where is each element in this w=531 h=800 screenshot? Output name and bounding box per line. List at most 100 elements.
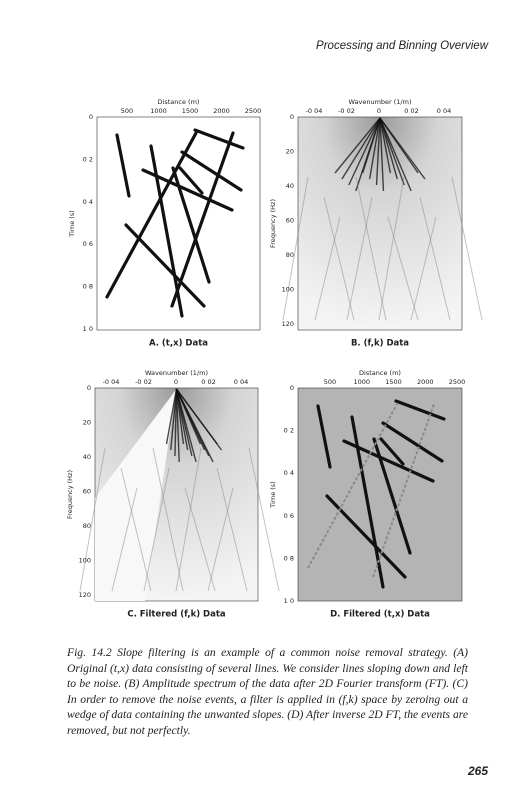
left-tick-label: 80: [286, 251, 294, 259]
fan-line: [170, 388, 178, 451]
left-tick-label: 0: [89, 113, 93, 121]
left-tick-label: 0 6: [83, 240, 93, 248]
left-tick-label: 40: [83, 453, 91, 461]
left-axis-label: Time (s): [269, 481, 277, 508]
left-tick-label: 0: [87, 384, 91, 392]
panel-caption: C. Filtered (f,k) Data: [127, 610, 226, 620]
top-tick-label: 2500: [245, 107, 262, 115]
fan-line: [348, 117, 381, 186]
top-tick-label: 0 02: [404, 107, 418, 115]
faint-line: [184, 487, 216, 592]
event-line: [379, 437, 405, 466]
event-line: [124, 223, 206, 308]
panel: Distance (m) 500 1000 1500 2000 2500 0 0 2 0 4 0 …: [68, 98, 261, 349]
fan-line: [362, 117, 381, 174]
left-tick-label: 0 8: [83, 283, 93, 291]
left-tick-label: 20: [286, 148, 294, 156]
fan-line: [175, 388, 223, 451]
fan-line: [379, 117, 398, 180]
left-axis-label: Time (s): [68, 210, 76, 237]
top-tick-label: -0 04: [103, 378, 120, 386]
faint-line: [387, 216, 419, 321]
event-line: [178, 166, 204, 195]
event-line: [316, 404, 332, 469]
left-tick-label: 0: [290, 384, 294, 392]
residual: [372, 403, 435, 578]
event-line: [115, 133, 131, 198]
left-axis-label: Frequency (Hz): [269, 199, 277, 248]
running-title: Processing and Binning Overview: [316, 40, 488, 52]
panel-caption: D. Filtered (t,x) Data: [330, 610, 430, 620]
left-tick-label: 20: [83, 419, 91, 427]
left-tick-label: 0: [290, 113, 294, 121]
left-tick-label: 0 4: [83, 198, 93, 206]
fan-line: [379, 117, 412, 192]
plot-area: [297, 116, 463, 331]
faint-line: [282, 176, 309, 321]
left-tick-label: 0 2: [83, 155, 93, 163]
top-tick-label: 0 02: [201, 378, 215, 386]
faint-line: [323, 196, 355, 321]
faint-line: [175, 447, 202, 592]
event-line: [342, 439, 435, 483]
top-tick-label: 0: [174, 378, 178, 386]
top-tick-label: -0 02: [338, 107, 355, 115]
faint-line: [111, 487, 138, 592]
fan-line: [175, 388, 214, 463]
left-tick-label: 0 2: [284, 427, 294, 435]
residual: [307, 403, 398, 569]
fan-line: [341, 117, 381, 180]
faint-line: [152, 447, 184, 592]
top-tick-label: -0 04: [306, 107, 323, 115]
top-tick-label: 500: [121, 107, 133, 115]
event-line: [381, 421, 444, 463]
top-tick-label: 500: [324, 378, 336, 386]
left-axis-label: Frequency (Hz): [66, 470, 74, 519]
event-line: [171, 166, 211, 284]
top-tick-label: 1500: [385, 378, 402, 386]
top-axis-label: Distance (m): [158, 98, 200, 106]
panel-caption: A. (t,x) Data: [149, 339, 208, 349]
left-tick-label: 0 4: [284, 469, 294, 477]
fan-line: [368, 117, 381, 180]
fan-line: [175, 388, 180, 463]
panel: Distance (m) 500 1000 1500 2000 2500 0 0 2 0 4 0 …: [269, 369, 465, 620]
left-tick-label: 120: [79, 591, 91, 599]
figure-caption: Fig. 14.2 Slope filtering is an example …: [67, 646, 468, 737]
top-tick-label: 1000: [353, 378, 370, 386]
top-tick-label: 0 04: [437, 107, 451, 115]
page-number: 265: [467, 764, 488, 778]
left-tick-label: 40: [286, 182, 294, 190]
faint-line: [216, 467, 248, 592]
faint-line: [346, 196, 373, 321]
left-tick-label: 1 0: [284, 597, 294, 605]
fan-line: [334, 117, 381, 174]
event-line: [141, 168, 234, 212]
top-tick-label: 2000: [417, 378, 434, 386]
fan-line: [379, 117, 385, 192]
panel-caption: B. (f,k) Data: [351, 339, 409, 349]
faint-line: [143, 467, 170, 592]
fan-line: [379, 117, 426, 180]
left-tick-label: 100: [79, 557, 91, 565]
top-tick-label: -0 02: [135, 378, 152, 386]
faint-line: [79, 447, 106, 592]
top-tick-label: 2500: [449, 378, 466, 386]
left-tick-label: 60: [286, 217, 294, 225]
top-tick-label: 0 04: [234, 378, 248, 386]
left-tick-label: 100: [282, 286, 294, 294]
faint-line: [120, 467, 152, 592]
event-line: [394, 399, 446, 421]
faint-line: [355, 176, 387, 321]
event-line: [193, 128, 245, 150]
fan-line: [375, 117, 381, 186]
top-axis-label: Wavenumber (1/m): [348, 98, 411, 106]
event-line: [170, 131, 235, 308]
top-tick-label: 0: [377, 107, 381, 115]
left-tick-label: 1 0: [83, 325, 93, 333]
left-tick-label: 60: [83, 488, 91, 496]
top-tick-label: 2000: [213, 107, 230, 115]
fan-line: [379, 117, 392, 174]
